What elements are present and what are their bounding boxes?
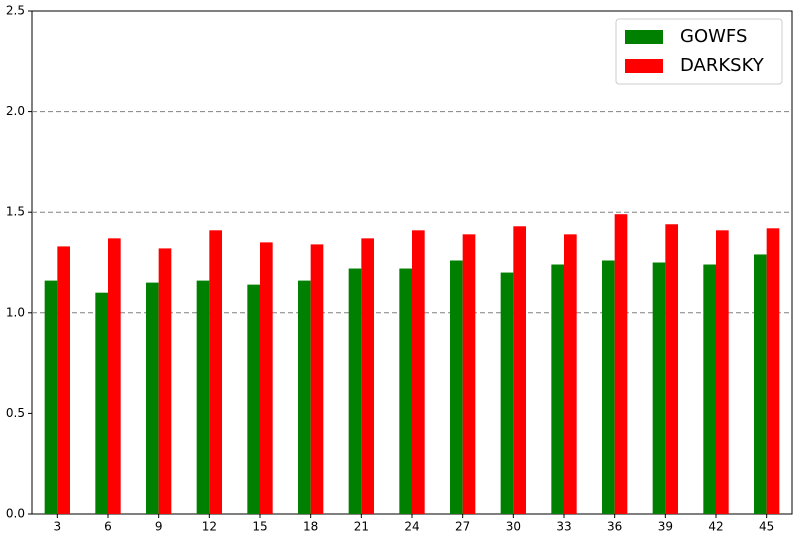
legend-label: DARKSKY [680, 55, 765, 76]
bar [716, 230, 729, 515]
bar [551, 264, 564, 514]
x-tick-label: 6 [104, 520, 112, 534]
bar [754, 254, 767, 514]
x-tick-label: 33 [556, 520, 571, 534]
bar [450, 260, 463, 514]
bar [158, 248, 172, 514]
bar [500, 272, 514, 514]
bar [260, 242, 273, 514]
x-tick-label: 39 [658, 520, 673, 534]
x-tick-label: 27 [455, 520, 470, 534]
x-tick-label: 12 [202, 520, 217, 534]
bar [766, 228, 780, 514]
bar [146, 282, 159, 514]
x-tick-label: 18 [303, 520, 318, 534]
legend-swatch [625, 59, 663, 73]
x-tick-label: 45 [759, 520, 774, 534]
bar [703, 264, 716, 514]
bar [412, 230, 425, 515]
bar [361, 238, 374, 514]
y-tick-label: 2.5 [6, 4, 25, 18]
x-tick-label: 36 [607, 520, 622, 534]
x-tick-label: 3 [54, 520, 62, 534]
bar [209, 230, 222, 515]
bar [652, 262, 666, 514]
y-tick-label: 0.5 [6, 406, 25, 420]
x-tick-label: 42 [708, 520, 723, 534]
x-tick-label: 9 [155, 520, 163, 534]
bar [602, 260, 615, 514]
bar [196, 280, 210, 514]
bar [108, 238, 121, 514]
bar [247, 284, 260, 514]
x-tick-label: 21 [354, 520, 369, 534]
bar [95, 292, 108, 514]
x-tick-label: 24 [404, 520, 419, 534]
x-tick-label: 15 [252, 520, 267, 534]
bar [564, 234, 577, 514]
y-tick-label: 1.0 [6, 305, 25, 319]
legend-swatch [625, 30, 663, 44]
legend-label: GOWFS [680, 26, 747, 47]
y-tick-label: 1.5 [6, 205, 25, 219]
bar [399, 268, 412, 514]
x-tick-label: 30 [506, 520, 521, 534]
bar [665, 224, 678, 514]
y-tick-label: 0.0 [6, 507, 25, 521]
bar [513, 226, 526, 514]
bar [310, 244, 324, 514]
bar [298, 280, 311, 514]
y-tick-label: 2.0 [6, 104, 25, 118]
bar [462, 234, 476, 514]
bar [57, 246, 70, 515]
bar [614, 214, 628, 514]
bar [348, 268, 362, 514]
bar [44, 280, 58, 514]
